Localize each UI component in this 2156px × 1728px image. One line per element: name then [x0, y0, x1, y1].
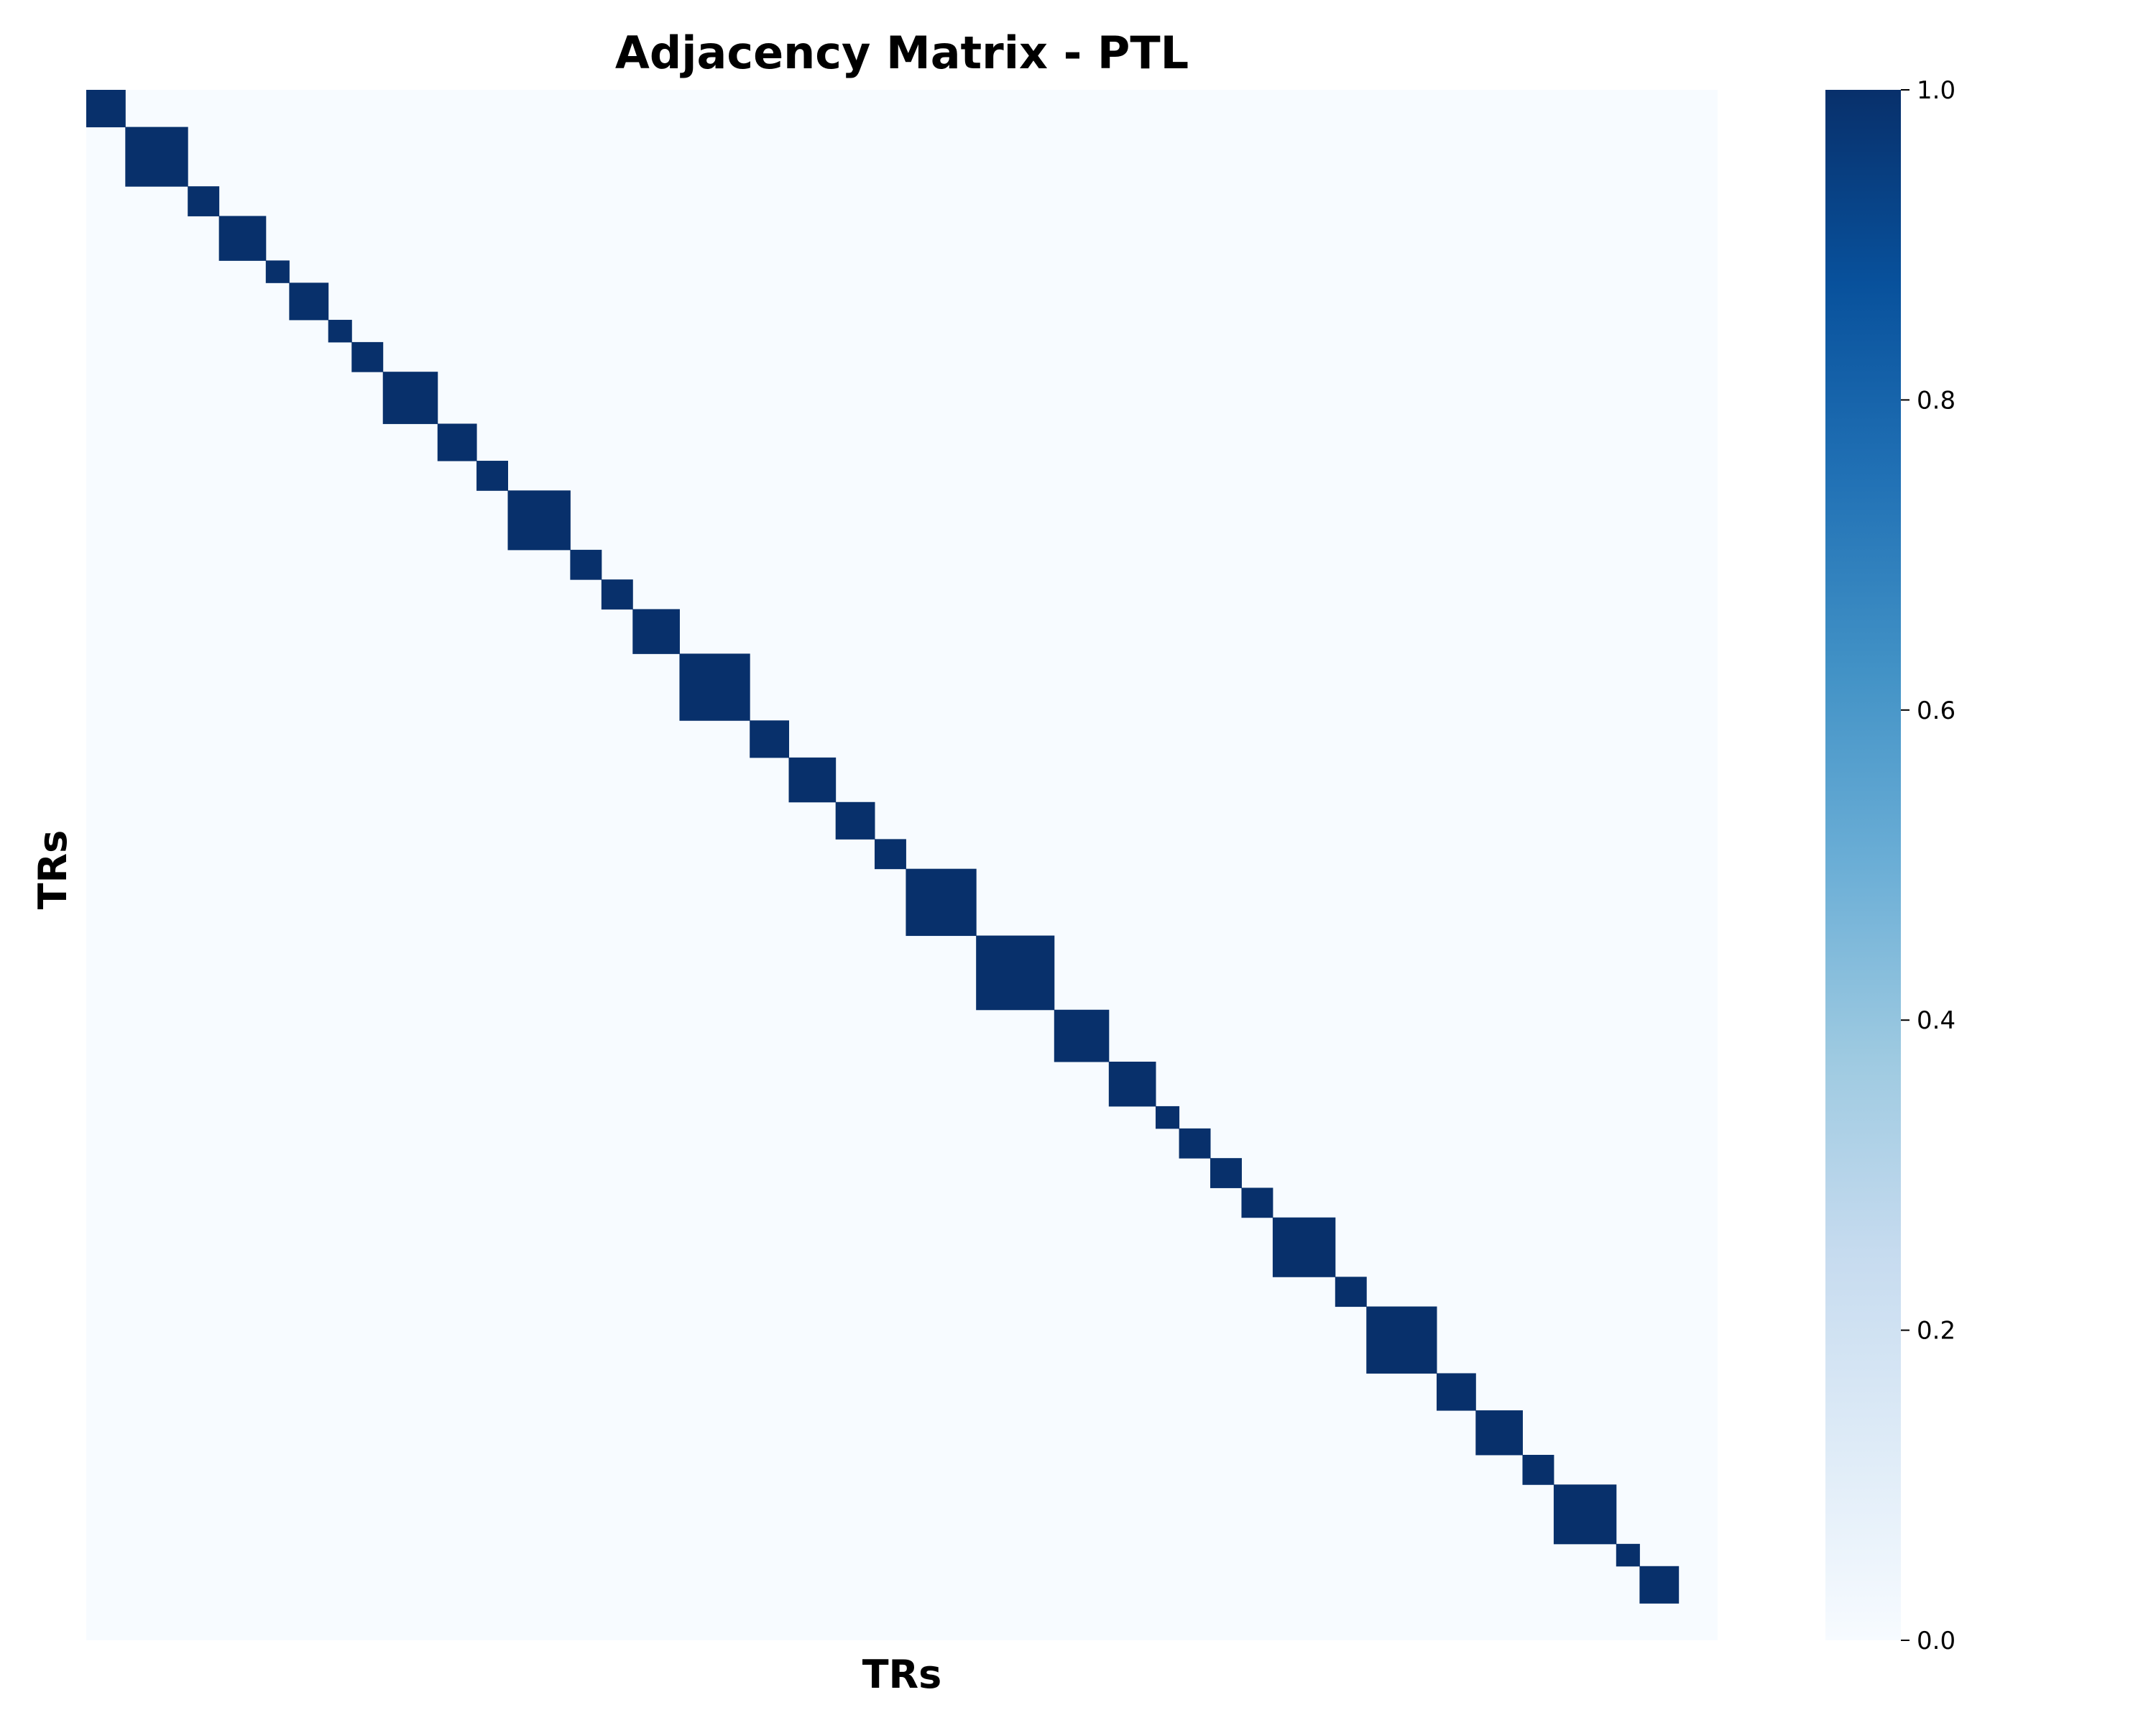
colorbar-gradient: [1825, 90, 1901, 1640]
heatmap-block-28: [1241, 1187, 1273, 1218]
heatmap-block-2: [125, 127, 188, 187]
heatmap-block-25: [1155, 1106, 1180, 1129]
y-axis-label: TRs: [30, 830, 75, 910]
heatmap-block-16: [679, 653, 750, 721]
colorbar-tick-label: 0.6: [1917, 697, 1955, 725]
heatmap-block-26: [1179, 1128, 1211, 1159]
heatmap-block-33: [1475, 1410, 1523, 1456]
chart-title: Adjacency Matrix - PTL: [615, 27, 1189, 79]
heatmap-block-10: [437, 423, 477, 461]
heatmap-block-5: [265, 260, 290, 283]
heatmap-block-37: [1639, 1566, 1680, 1604]
heatmap-block-35: [1553, 1484, 1617, 1545]
colorbar: 0.0 0.2 0.4 0.6 0.8 1.0: [1825, 76, 1955, 1655]
heatmap-block-36: [1616, 1543, 1640, 1567]
heatmap-block-3: [188, 186, 220, 216]
heatmap-block-22: [976, 935, 1055, 1011]
heatmap-block-14: [601, 579, 633, 610]
heatmap-block-21: [906, 868, 977, 937]
heatmap-block-31: [1366, 1306, 1437, 1374]
heatmap-block-7: [328, 319, 352, 343]
heatmap-block-27: [1210, 1158, 1242, 1188]
heatmap-block-8: [351, 341, 384, 372]
heatmap-block-19: [835, 801, 875, 840]
heatmap-area: [86, 90, 1718, 1640]
heatmap-block-29: [1272, 1217, 1336, 1277]
heatmap-block-4: [218, 216, 267, 261]
heatmap-block-17: [750, 720, 790, 758]
colorbar-tick-label: 1.0: [1917, 76, 1955, 105]
heatmap-block-15: [632, 609, 680, 654]
heatmap-block-11: [476, 461, 508, 491]
x-axis-label: TRs: [862, 1652, 942, 1697]
colorbar-tick-label: 0.4: [1917, 1006, 1955, 1035]
heatmap-block-34: [1522, 1454, 1554, 1485]
heatmap-block-30: [1335, 1277, 1367, 1308]
colorbar-tick-label: 0.0: [1917, 1627, 1955, 1655]
heatmap-block-24: [1108, 1062, 1156, 1107]
heatmap-block-13: [570, 549, 602, 580]
heatmap-block-18: [788, 757, 837, 803]
heatmap-block-12: [507, 490, 571, 551]
heatmap-block-32: [1437, 1373, 1476, 1411]
heatmap-block-23: [1054, 1009, 1110, 1062]
colorbar-tick-label: 0.8: [1917, 386, 1955, 415]
heatmap-block-9: [382, 372, 438, 424]
colorbar-tick-label: 0.2: [1917, 1317, 1955, 1346]
heatmap-block-1: [86, 90, 126, 128]
heatmap-block-20: [874, 839, 906, 870]
heatmap-block-6: [289, 282, 329, 321]
